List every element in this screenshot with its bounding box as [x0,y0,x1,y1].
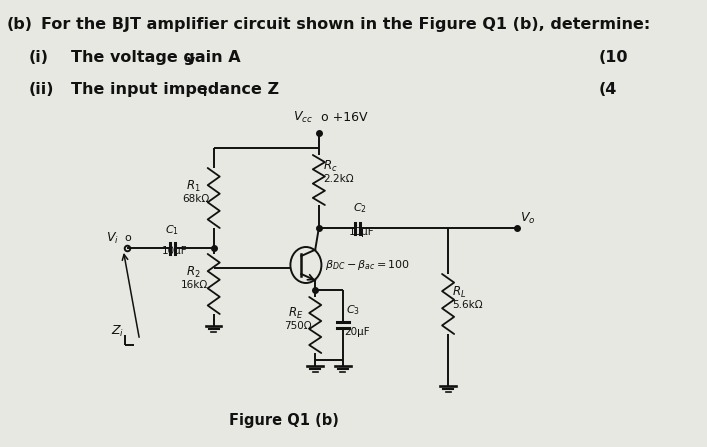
Text: 68kΩ: 68kΩ [182,194,210,204]
Text: $V_{cc}$: $V_{cc}$ [293,110,313,125]
Text: $R_1$: $R_1$ [186,179,201,194]
Text: i: i [202,86,206,99]
Text: $R_E$: $R_E$ [288,306,303,321]
Text: $R_L$: $R_L$ [452,285,467,300]
Text: $\beta_{DC}-\beta_{ac}=100$: $\beta_{DC}-\beta_{ac}=100$ [325,258,410,272]
Text: 2.2kΩ: 2.2kΩ [323,174,354,184]
Text: $Z_i$: $Z_i$ [111,324,124,339]
Text: (b): (b) [7,17,33,32]
Text: o +16V: o +16V [322,111,368,124]
Text: 5.6kΩ: 5.6kΩ [452,300,483,310]
Text: (ii): (ii) [28,82,54,97]
Text: $C_1$: $C_1$ [165,223,180,237]
Text: 10μF: 10μF [162,246,187,256]
Text: 16kΩ: 16kΩ [181,280,209,290]
Text: For the BJT amplifier circuit shown in the Figure Q1 (b), determine:: For the BJT amplifier circuit shown in t… [40,17,650,32]
Text: (10: (10 [599,50,629,65]
Text: Figure Q1 (b): Figure Q1 (b) [230,413,339,428]
Text: The input impedance Z: The input impedance Z [71,82,279,97]
Text: $V_o$: $V_o$ [520,211,536,226]
Text: $V_i$: $V_i$ [106,231,119,246]
Text: $C_2$: $C_2$ [354,201,367,215]
Text: $R_c$: $R_c$ [323,159,338,174]
Text: $R_2$: $R_2$ [186,265,201,280]
Text: o: o [124,233,131,243]
Text: 10μF: 10μF [349,227,375,237]
Text: 750Ω: 750Ω [284,321,312,331]
Text: 20μF: 20μF [344,327,370,337]
Text: v: v [187,54,195,67]
Text: $C_3$: $C_3$ [346,303,361,317]
Text: The voltage gain A: The voltage gain A [71,50,240,65]
Text: (4: (4 [599,82,617,97]
Text: (i): (i) [28,50,49,65]
